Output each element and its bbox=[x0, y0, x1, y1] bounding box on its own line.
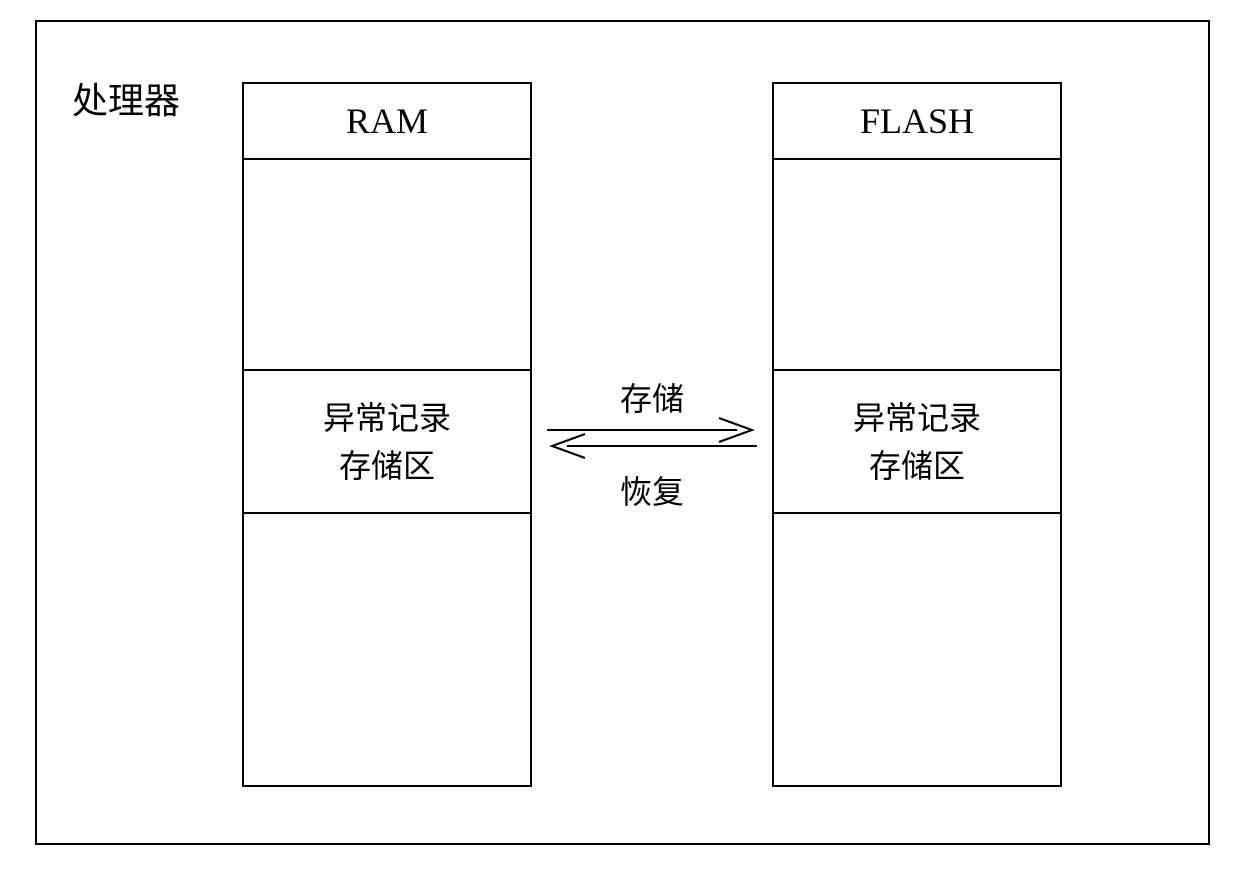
flash-block: FLASH 异常记录 存储区 bbox=[772, 82, 1062, 787]
arrow-group: 存储 恢复 bbox=[547, 382, 757, 502]
flash-middle-line1: 异常记录 bbox=[853, 394, 981, 442]
restore-label: 恢复 bbox=[620, 467, 684, 513]
ram-header: RAM bbox=[244, 84, 530, 160]
processor-container: 处理器 RAM 异常记录 存储区 FLASH 异常记录 存储区 存储 恢复 bbox=[35, 20, 1210, 845]
ram-block: RAM 异常记录 存储区 bbox=[242, 82, 532, 787]
ram-middle-line2: 存储区 bbox=[339, 442, 435, 490]
ram-middle-line1: 异常记录 bbox=[323, 394, 451, 442]
ram-exception-storage-area: 异常记录 存储区 bbox=[244, 369, 530, 514]
flash-exception-storage-area: 异常记录 存储区 bbox=[774, 369, 1060, 514]
flash-middle-line2: 存储区 bbox=[869, 442, 965, 490]
bidirectional-arrow-icon bbox=[547, 412, 757, 462]
flash-header: FLASH bbox=[774, 84, 1060, 160]
processor-label: 处理器 bbox=[72, 72, 180, 124]
